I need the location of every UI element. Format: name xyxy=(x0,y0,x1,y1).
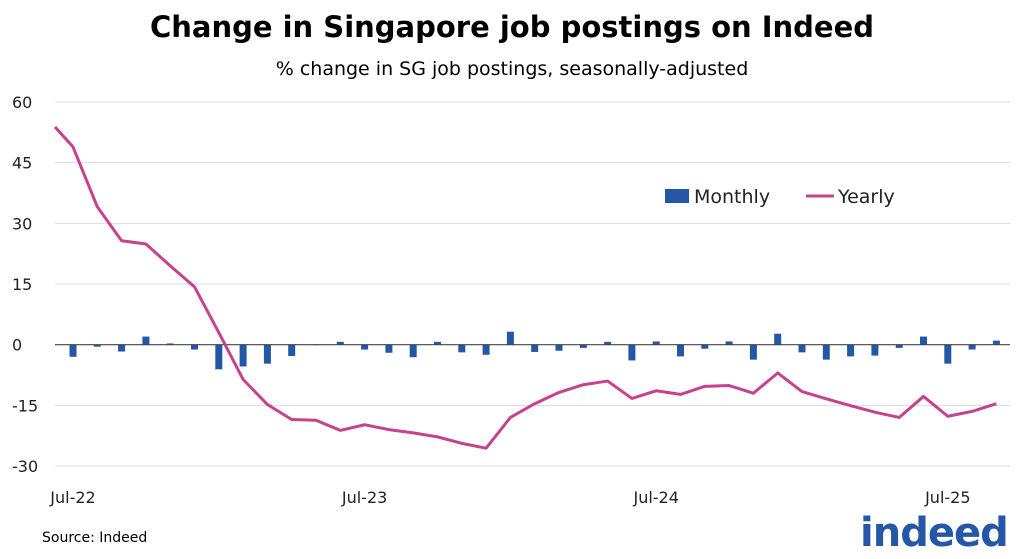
monthly-bar xyxy=(288,344,296,356)
monthly-bar xyxy=(191,344,198,350)
legend-monthly-label: Monthly xyxy=(694,186,770,208)
monthly-bar xyxy=(555,344,563,351)
monthly-bar xyxy=(871,344,879,356)
y-tick-label: -15 xyxy=(12,396,38,415)
monthly-bar xyxy=(409,344,417,358)
monthly-bar xyxy=(725,341,733,345)
monthly-bar xyxy=(336,341,344,345)
monthly-bar xyxy=(263,344,271,364)
monthly-bar xyxy=(579,344,587,348)
monthly-bar xyxy=(142,336,150,345)
monthly-bar xyxy=(895,344,903,348)
monthly-bar xyxy=(604,341,612,345)
monthly-bar xyxy=(628,344,636,361)
monthly-bar xyxy=(361,344,369,350)
chart-title: Change in Singapore job postings on Inde… xyxy=(149,10,875,44)
monthly-bar xyxy=(798,344,806,353)
monthly-bar xyxy=(822,344,830,360)
monthly-bar xyxy=(93,344,101,347)
monthly-bar xyxy=(506,331,514,345)
y-tick-label: 45 xyxy=(12,154,32,173)
chart-subtitle: % change in SG job postings, seasonally-… xyxy=(275,58,749,80)
monthly-bar xyxy=(968,344,976,350)
monthly-bar xyxy=(652,341,660,345)
legend-monthly-swatch xyxy=(665,189,689,203)
monthly-bar xyxy=(215,344,223,370)
x-tick-label: Jul-22 xyxy=(49,488,95,507)
x-tick-label: Jul-24 xyxy=(632,488,678,507)
x-tick-label: Jul-25 xyxy=(924,488,970,507)
monthly-bar xyxy=(166,343,174,345)
monthly-bar xyxy=(531,344,539,352)
y-tick-label: 15 xyxy=(12,275,32,294)
monthly-bar xyxy=(701,344,709,349)
indeed-logo: indeed xyxy=(860,510,1009,556)
monthly-bar xyxy=(677,344,684,357)
monthly-bar xyxy=(69,344,77,357)
y-tick-label: -30 xyxy=(12,457,38,476)
monthly-bar xyxy=(847,344,855,357)
legend-yearly-label: Yearly xyxy=(837,186,895,208)
monthly-bar xyxy=(118,344,126,352)
y-tick-label: 60 xyxy=(12,93,32,112)
yearly-line xyxy=(53,125,997,450)
x-tick-label: Jul-23 xyxy=(341,488,387,507)
monthly-bar xyxy=(920,336,927,345)
monthly-bar xyxy=(774,333,782,345)
monthly-bar xyxy=(992,340,1000,345)
source-note: Source: Indeed xyxy=(42,530,148,546)
monthly-bar xyxy=(434,341,441,345)
monthly-bar xyxy=(944,344,952,364)
monthly-bar xyxy=(458,344,466,353)
monthly-bar xyxy=(385,344,393,353)
y-tick-label: 30 xyxy=(12,214,32,233)
y-tick-label: 0 xyxy=(12,336,22,355)
monthly-bar xyxy=(749,344,757,360)
monthly-bar xyxy=(239,344,247,367)
monthly-bar xyxy=(482,344,490,355)
